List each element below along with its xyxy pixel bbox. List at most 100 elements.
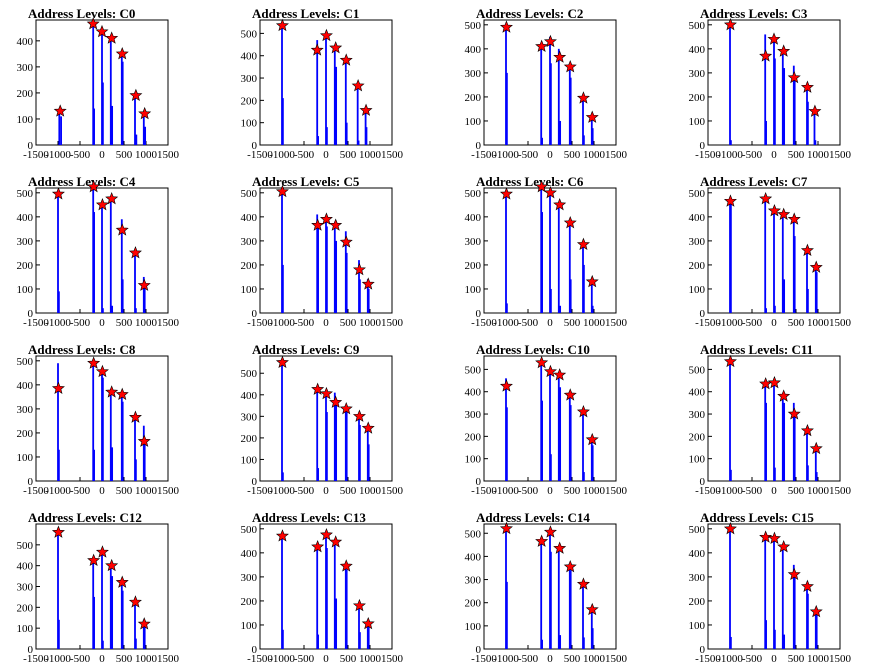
bar	[773, 467, 776, 481]
bar	[765, 620, 767, 649]
bar	[505, 192, 507, 313]
y-tick-label: 300	[17, 236, 34, 248]
x-tick-label: 1500	[605, 317, 628, 329]
y-tick-label: 100	[17, 114, 34, 126]
bar	[773, 382, 775, 481]
x-tick-label: -500	[70, 317, 91, 329]
y-tick-label: 200	[465, 92, 482, 104]
bar	[333, 540, 336, 649]
peak-marker	[563, 60, 577, 73]
y-tick-label: 500	[689, 188, 706, 200]
bar	[765, 402, 767, 481]
y-tick-label: 500	[241, 368, 258, 380]
y-tick-label: 100	[689, 620, 706, 632]
chart-title: Address Levels: C9	[252, 342, 360, 357]
peak-marker	[51, 187, 65, 200]
bar	[582, 135, 585, 145]
bar	[806, 288, 809, 313]
bar	[335, 66, 338, 145]
peak-marker	[53, 104, 67, 117]
peak-marker	[767, 32, 781, 45]
x-tick-label: 1500	[381, 149, 404, 161]
bar	[582, 637, 585, 649]
x-tick-label: 0	[323, 149, 329, 161]
y-tick-label: 200	[241, 95, 258, 107]
x-tick-label: -500	[518, 149, 539, 161]
x-tick-label: 1000	[807, 317, 830, 329]
peak-marker	[115, 575, 129, 588]
bar	[549, 551, 552, 649]
chart-title: Address Levels: C6	[476, 174, 584, 189]
y-tick-label: 0	[28, 140, 34, 152]
peak-marker	[352, 262, 366, 276]
x-tick-label: 1500	[605, 485, 628, 497]
peak-marker	[86, 17, 100, 30]
bar	[58, 111, 61, 145]
chart-panel-c4: Address Levels: C4 -1500 -1000 -500 0 500 1000…	[0, 168, 224, 336]
bar	[144, 126, 147, 145]
peak-marker	[95, 364, 109, 378]
y-tick-label: 300	[241, 572, 258, 584]
peak-marker	[787, 70, 801, 84]
bar	[364, 109, 367, 145]
chart-svg: -1500-1000 -500 0 500 1000 150001002003004005…	[241, 184, 404, 329]
bar	[333, 392, 336, 481]
chart-panel-c10: Address Levels: C10 -1500 -1000 -500 0 500 100…	[448, 336, 672, 504]
x-tick-label: -1000	[45, 653, 71, 665]
x-tick-label: 500	[340, 317, 357, 329]
x-tick-label: 500	[340, 485, 357, 497]
x-tick-label: -1000	[269, 317, 295, 329]
x-tick-label: 0	[323, 485, 329, 497]
y-tick-label: 100	[241, 118, 258, 130]
bar	[729, 360, 731, 481]
x-tick-label: -1000	[269, 653, 295, 665]
bar	[60, 116, 62, 145]
peak-marker	[499, 187, 513, 200]
peak-marker	[105, 558, 119, 572]
bar	[143, 284, 146, 313]
x-tick-label: -1500	[247, 149, 273, 161]
x-tick-label: -1500	[471, 149, 497, 161]
chart-title: Address Levels: C8	[28, 342, 136, 357]
x-tick-label: -500	[742, 317, 763, 329]
peak-marker	[767, 531, 781, 544]
bar	[549, 288, 552, 313]
bar	[121, 279, 124, 313]
bar	[325, 226, 328, 313]
bar	[134, 418, 136, 481]
bar	[109, 389, 112, 481]
bar	[333, 46, 336, 145]
peak-marker	[723, 17, 737, 31]
y-tick-label: 400	[465, 212, 482, 224]
bar	[101, 82, 104, 145]
x-tick-label: 1000	[359, 317, 382, 329]
x-tick-label: 1500	[157, 149, 180, 161]
x-tick-label: 0	[771, 653, 777, 665]
peak-marker	[87, 356, 101, 369]
peak-marker	[767, 204, 781, 217]
y-tick-label: 300	[465, 68, 482, 80]
y-tick-label: 300	[241, 73, 258, 85]
peak-marker	[576, 91, 590, 104]
x-tick-label: -500	[294, 485, 315, 497]
peak-marker	[311, 218, 325, 231]
bar	[57, 363, 59, 481]
x-tick-label: 1000	[583, 317, 606, 329]
bar	[591, 128, 594, 145]
chart-title: Address Levels: C7	[700, 174, 808, 189]
x-tick-label: -1000	[269, 149, 295, 161]
y-tick-label: 100	[465, 621, 482, 633]
bar	[101, 377, 104, 481]
y-tick-label: 0	[28, 644, 34, 656]
x-tick-label: -500	[70, 653, 91, 665]
peak-marker	[361, 277, 375, 290]
x-tick-label: -1000	[717, 653, 743, 665]
y-tick-label: 300	[465, 409, 482, 421]
bar	[57, 192, 59, 313]
bar	[540, 540, 543, 649]
peak-marker	[319, 28, 333, 42]
peak-marker	[759, 49, 773, 62]
bar	[134, 95, 136, 145]
x-tick-label: 500	[788, 317, 805, 329]
peak-marker	[339, 235, 353, 248]
